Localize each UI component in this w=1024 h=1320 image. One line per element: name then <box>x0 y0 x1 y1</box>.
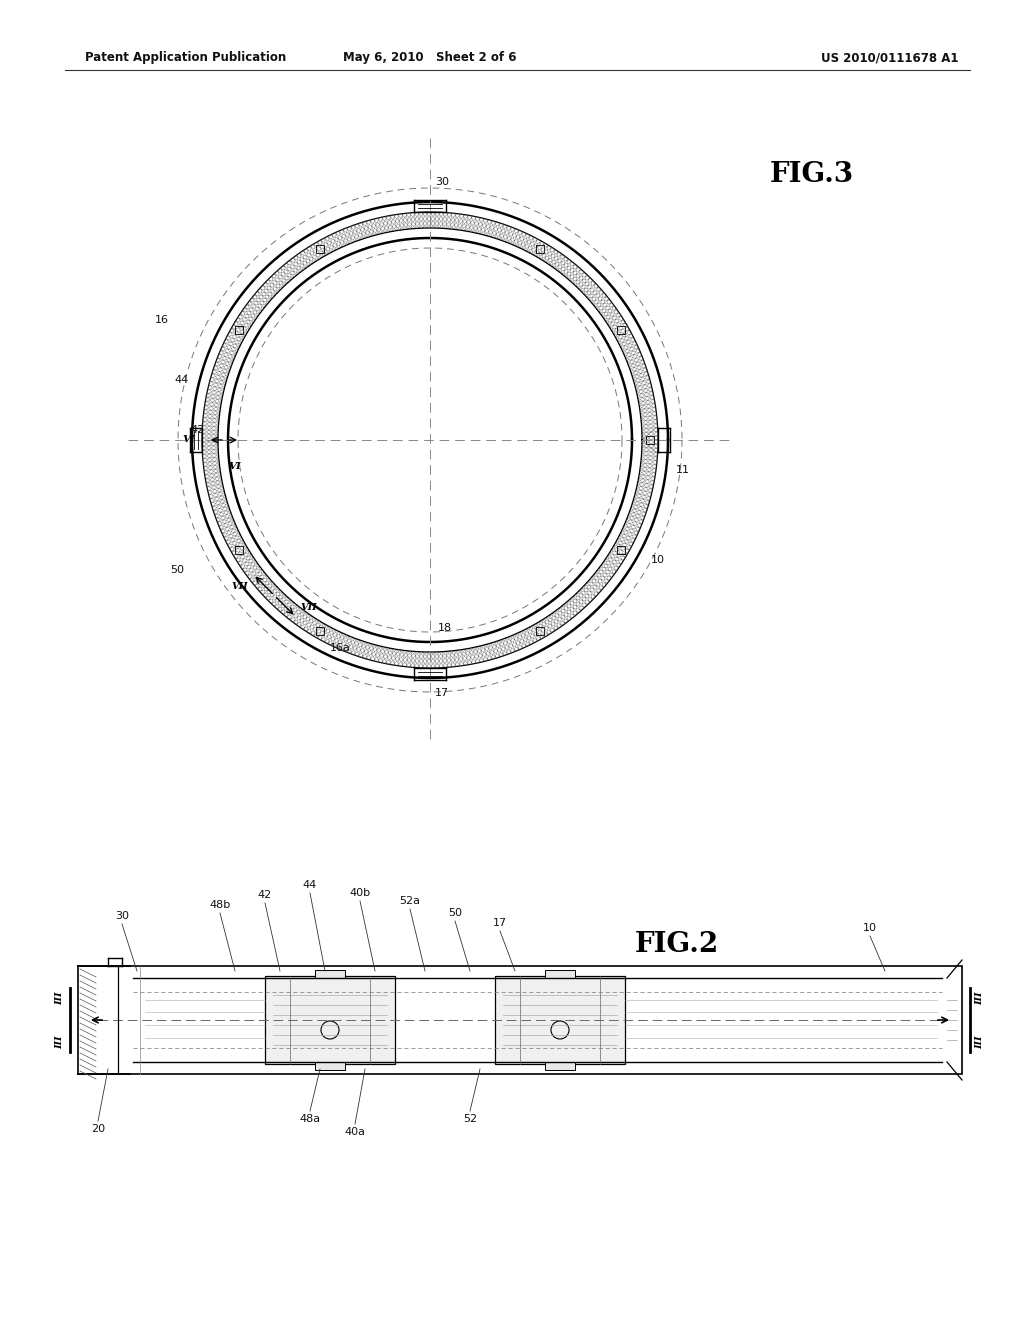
Bar <box>315 970 345 978</box>
Text: III: III <box>976 1035 984 1049</box>
Bar <box>616 326 625 334</box>
Text: 16a: 16a <box>330 643 350 653</box>
Text: 50: 50 <box>170 565 184 576</box>
Text: 40b: 40b <box>349 888 371 898</box>
Text: 18: 18 <box>438 623 452 634</box>
Text: May 6, 2010   Sheet 2 of 6: May 6, 2010 Sheet 2 of 6 <box>343 51 517 65</box>
Text: 48b: 48b <box>209 900 230 909</box>
Text: 30: 30 <box>435 177 449 187</box>
Text: Patent Application Publication: Patent Application Publication <box>85 51 287 65</box>
Bar <box>536 627 544 635</box>
Text: 10: 10 <box>863 923 877 933</box>
Text: III: III <box>976 991 984 1005</box>
Text: FIG.3: FIG.3 <box>770 161 854 189</box>
Text: III: III <box>55 991 65 1005</box>
Bar <box>545 1063 575 1071</box>
Text: 11: 11 <box>676 465 690 475</box>
Bar <box>78 966 962 1074</box>
Text: 42: 42 <box>190 425 205 436</box>
Text: 16: 16 <box>155 315 169 325</box>
Text: FIG.2: FIG.2 <box>635 932 719 958</box>
Text: 42: 42 <box>258 890 272 900</box>
Text: 50: 50 <box>449 908 462 917</box>
Text: 20: 20 <box>91 1125 105 1134</box>
Text: 44: 44 <box>303 880 317 890</box>
Bar <box>495 975 625 1064</box>
Bar <box>236 546 244 554</box>
Bar <box>616 546 625 554</box>
Text: 40a: 40a <box>344 1127 366 1137</box>
Text: VI: VI <box>228 462 242 471</box>
Text: 44: 44 <box>175 375 189 385</box>
Text: 17: 17 <box>435 688 450 698</box>
Text: 10: 10 <box>651 554 665 565</box>
Bar <box>316 246 324 253</box>
Text: 52a: 52a <box>399 896 421 906</box>
Text: VII: VII <box>231 582 248 591</box>
Text: III: III <box>55 1035 65 1049</box>
Text: 30: 30 <box>115 911 129 921</box>
Text: VI: VI <box>182 436 195 445</box>
Text: US 2010/0111678 A1: US 2010/0111678 A1 <box>821 51 958 65</box>
Text: 48a: 48a <box>299 1114 321 1125</box>
Bar <box>315 1063 345 1071</box>
Text: VII: VII <box>301 603 317 611</box>
Text: 17: 17 <box>493 917 507 928</box>
Bar <box>265 975 395 1064</box>
Bar <box>236 326 244 334</box>
Bar <box>536 246 544 253</box>
Bar <box>545 970 575 978</box>
Text: 52: 52 <box>463 1114 477 1125</box>
Bar <box>316 627 324 635</box>
Bar <box>646 436 654 444</box>
